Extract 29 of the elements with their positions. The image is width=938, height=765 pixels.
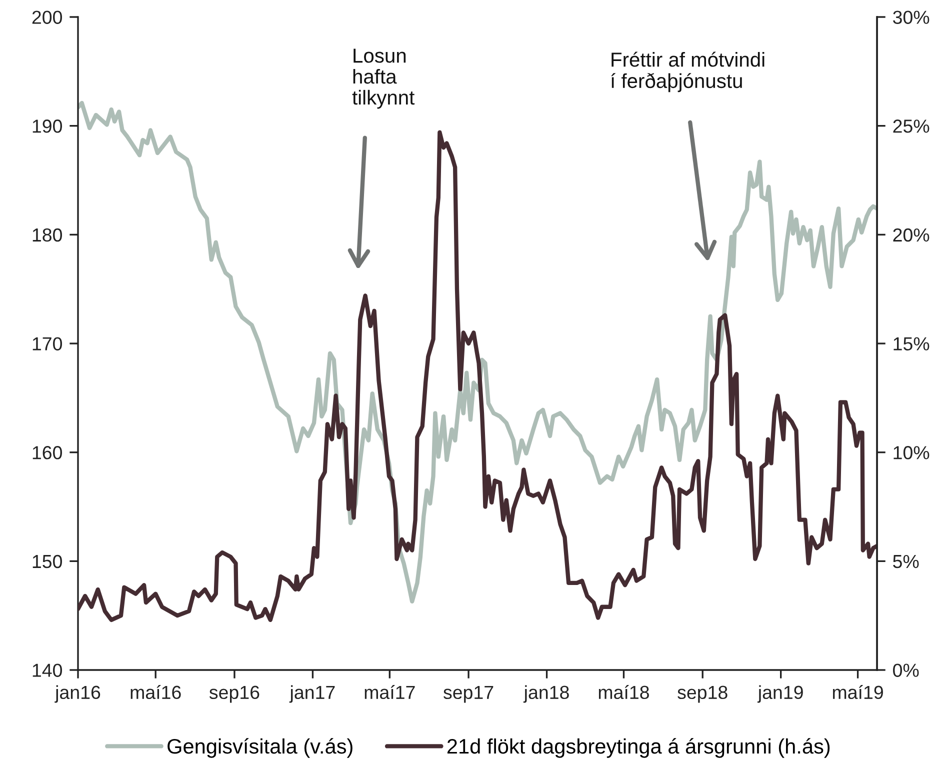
y2-tick-label: 30% xyxy=(893,10,930,24)
annotation: Fréttir af mótvindi í ferðaþjónustu xyxy=(611,52,764,92)
y2-tick-label: 10% xyxy=(894,446,930,460)
y2-tick-label: 20% xyxy=(893,228,930,242)
x-tick-label: sep16 xyxy=(209,686,260,703)
y-tick-label: 170 xyxy=(32,337,62,350)
legend-label: Gengisvísitala (v.ás) xyxy=(168,738,352,758)
y2-tick-label: 25% xyxy=(893,120,930,133)
y2-tick-label: 15% xyxy=(894,337,930,350)
x-tick-label: maí16 xyxy=(130,685,181,700)
y-tick-label: 180 xyxy=(32,228,62,242)
y-tick-label: 150 xyxy=(32,554,62,568)
y-tick-label: 140 xyxy=(32,664,62,677)
x-tick-label: sep17 xyxy=(444,686,494,703)
y2-tick-label: 0% xyxy=(893,664,919,677)
y2-tick-label: 5% xyxy=(893,554,919,568)
y-tick-label: 190 xyxy=(32,120,62,133)
legend-label: 21d flökt dagsbreytinga á ársgrunni (h.ás) xyxy=(447,738,830,758)
x-tick-label: jan19 xyxy=(757,685,803,703)
annotation: Losun hafta tilkynnt xyxy=(352,48,415,109)
y-tick-label: 200 xyxy=(32,10,62,24)
x-tick-label: maí17 xyxy=(364,685,415,700)
x-tick-label: jan16 xyxy=(54,685,100,703)
x-tick-label: jan17 xyxy=(289,685,335,703)
x-tick-label: sep18 xyxy=(678,686,728,703)
y-tick-label: 160 xyxy=(32,446,62,460)
x-tick-label: maí19 xyxy=(832,685,883,700)
x-tick-label: maí18 xyxy=(598,685,649,700)
x-tick-label: jan18 xyxy=(523,685,569,703)
